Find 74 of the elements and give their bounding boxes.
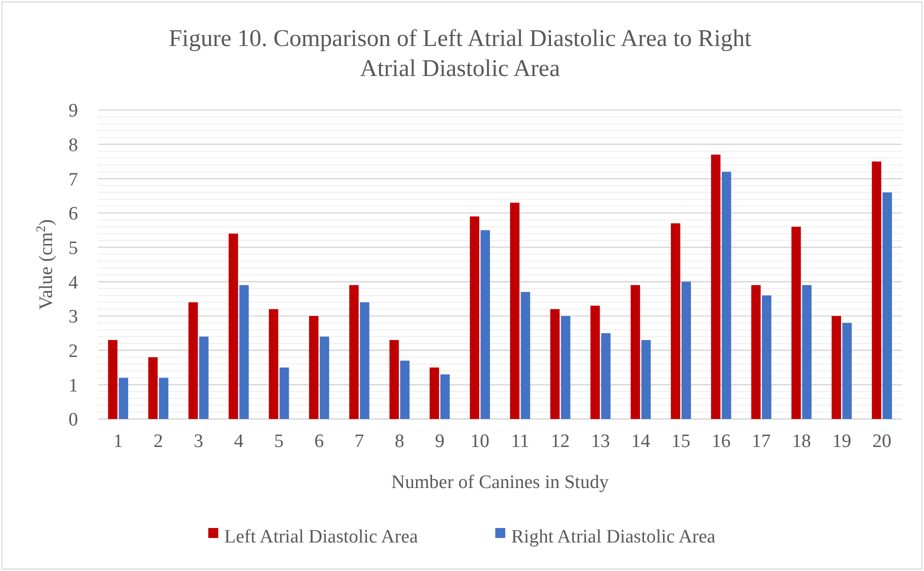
bar <box>560 316 570 419</box>
x-tick-label: 18 <box>792 431 811 452</box>
bar <box>520 292 530 419</box>
bar <box>360 302 370 419</box>
bar <box>400 360 410 419</box>
bar <box>188 302 198 419</box>
y-tick-label: 3 <box>68 306 78 328</box>
y-tick-label: 2 <box>68 340 78 362</box>
bar <box>832 316 842 419</box>
bar <box>882 192 892 419</box>
bar <box>108 340 118 419</box>
x-tick-label: 12 <box>550 431 570 452</box>
x-tick-label: 5 <box>274 431 284 452</box>
x-axis-title: Number of Canines in Study <box>391 472 610 493</box>
y-tick-label: 1 <box>68 375 78 396</box>
x-tick-label: 3 <box>194 431 204 452</box>
x-tick-label: 7 <box>354 431 364 452</box>
bar <box>550 309 560 419</box>
bar <box>320 336 330 419</box>
bar <box>842 322 852 419</box>
bar <box>670 223 680 419</box>
x-tick-label: 15 <box>671 431 690 452</box>
y-tick-label: 4 <box>68 272 78 294</box>
y-tick-label: 8 <box>68 134 78 156</box>
bar <box>802 285 812 419</box>
bar <box>722 172 732 419</box>
chart-title: Figure 10. Comparison of Left Atrial Diastolic Area to Right Atrial Diastolic Area <box>168 26 752 82</box>
x-tick-label: 6 <box>314 431 324 452</box>
bar <box>148 357 158 419</box>
bar <box>349 285 359 419</box>
bar <box>280 368 289 419</box>
x-tick-label: 19 <box>832 431 852 452</box>
bar <box>158 378 168 419</box>
bar <box>440 374 450 419</box>
bar <box>682 282 691 419</box>
x-tick-label: 9 <box>434 431 444 452</box>
bar <box>309 316 318 419</box>
x-tick-label: 13 <box>591 431 610 452</box>
bar <box>590 306 600 419</box>
legend-label: Left Atrial Diastolic Area <box>224 526 418 548</box>
x-tick-label: 11 <box>510 431 530 452</box>
x-tick-label: 4 <box>234 431 244 452</box>
y-tick-label: 6 <box>68 204 78 225</box>
x-tick-label: 20 <box>872 431 892 452</box>
x-tick-label: 2 <box>154 431 164 452</box>
bar <box>228 234 238 419</box>
y-tick-label: 0 <box>68 410 78 431</box>
bar <box>510 202 520 419</box>
bar <box>641 340 651 419</box>
bar <box>118 378 128 419</box>
bar <box>389 340 399 419</box>
bar <box>711 154 720 419</box>
bar <box>430 368 440 419</box>
bar <box>199 336 209 419</box>
bar <box>268 309 278 419</box>
legend-label: Right Atrial Diastolic Area <box>511 526 716 548</box>
bar <box>751 285 761 419</box>
x-tick-label: 17 <box>752 431 771 452</box>
x-tick-label: 16 <box>712 431 731 452</box>
bar <box>480 230 490 419</box>
x-tick-label: 1 <box>113 431 123 452</box>
y-tick-label: 7 <box>68 169 78 190</box>
bar <box>630 285 640 419</box>
y-tick-label: 5 <box>68 238 78 259</box>
x-tick-label: 8 <box>394 431 404 452</box>
bar <box>601 333 611 419</box>
x-tick-label: 10 <box>470 431 490 452</box>
bar <box>762 295 772 419</box>
y-tick-label: 9 <box>68 100 78 122</box>
bar <box>470 216 480 419</box>
bar <box>239 285 249 419</box>
bar <box>791 226 801 419</box>
x-tick-label: 14 <box>631 431 651 452</box>
bar <box>872 162 882 419</box>
